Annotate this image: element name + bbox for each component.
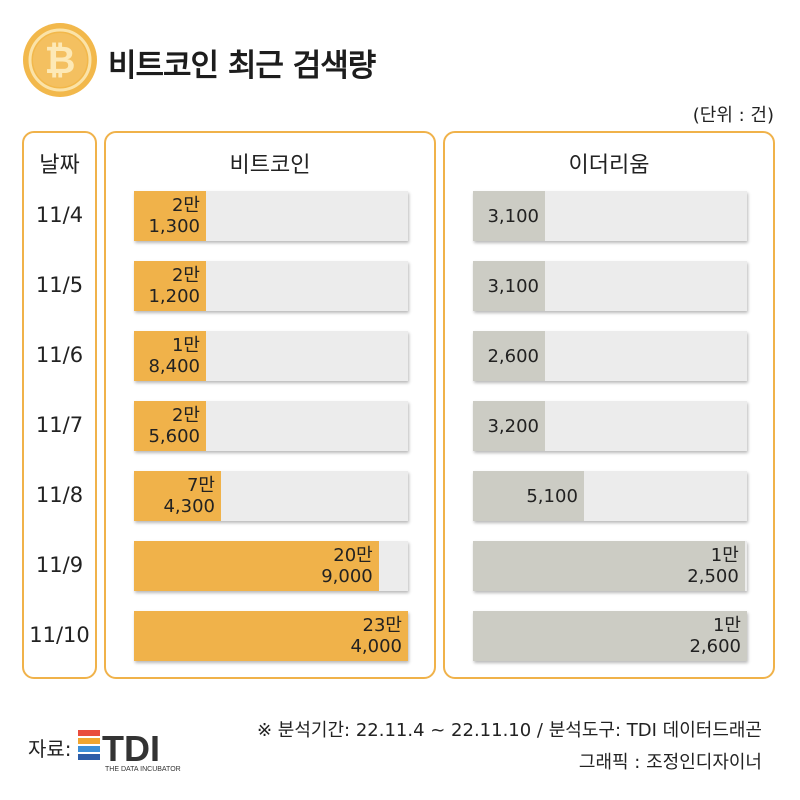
bar-value-line: 2만: [171, 195, 200, 216]
bar-value-line: 1,300: [148, 216, 200, 237]
bar-value-line: 2,600: [689, 636, 741, 657]
bar: 2만 1,300: [134, 191, 206, 241]
bar-value-label: 3,100: [487, 261, 539, 311]
bar-value-label: 3,100: [487, 191, 539, 241]
bar-value-line: 7만: [186, 475, 215, 496]
bar: 2만 5,600: [134, 401, 206, 451]
bar-value-line: 1만: [710, 545, 739, 566]
svg-text:₿: ₿: [45, 38, 76, 82]
ethereum-header: 이더리움: [568, 153, 650, 178]
date-label: 11/8: [35, 483, 84, 507]
bar-value-label: 2만 5,600: [148, 401, 200, 451]
bar-value-line: 9,000: [321, 566, 373, 587]
bar-value-line: 4,000: [350, 636, 402, 657]
bar-track: 3,200: [473, 401, 747, 451]
bar: 3,200: [473, 401, 545, 451]
bar-value-label: 7만 4,300: [163, 471, 215, 521]
bar: 1만 8,400: [134, 331, 206, 381]
bar-value-line: 2만: [171, 265, 200, 286]
bar: 2만 1,200: [134, 261, 206, 311]
bar-track: 7만 4,300: [134, 471, 408, 521]
bar-value-line: 3,200: [487, 415, 539, 437]
bar-value-label: 1만 2,600: [689, 611, 741, 661]
bar-track: 1만 2,600: [473, 611, 747, 661]
bar-track: 2만 1,300: [134, 191, 408, 241]
bar-value-line: 2,500: [687, 566, 739, 587]
date-label: 11/6: [35, 343, 84, 367]
bar-track: 3,100: [473, 261, 747, 311]
date-header: 날짜: [39, 153, 80, 178]
ethereum-panel: 이더리움 3,100 3,100 2,600 3,200 5,100 1만 2,500 1만 2…: [443, 131, 775, 679]
date-label: 11/10: [29, 623, 90, 647]
date-label: 11/4: [35, 203, 84, 227]
bar-value-line: 5,100: [526, 485, 578, 507]
bar-value-label: 5,100: [526, 471, 578, 521]
chart-title: 비트코인 최근 검색량: [108, 48, 376, 84]
bar-track: 1만 2,500: [473, 541, 747, 591]
bar-value-line: 2,600: [487, 345, 539, 367]
bar-track: 20만 9,000: [134, 541, 408, 591]
svg-text:TDI: TDI: [102, 728, 160, 769]
bar-value-line: 3,100: [487, 205, 539, 227]
bar: 5,100: [473, 471, 584, 521]
bar-value-line: 20만: [333, 545, 373, 566]
bar-value-line: 5,600: [148, 426, 200, 447]
bar-value-label: 1만 2,500: [687, 541, 739, 591]
date-label: 11/5: [35, 273, 84, 297]
bar-value-label: 2,600: [487, 331, 539, 381]
bar: 23만 4,000: [134, 611, 408, 661]
bar: 20만 9,000: [134, 541, 379, 591]
svg-text:THE DATA INCUBATOR: THE DATA INCUBATOR: [105, 766, 181, 773]
bitcoin-header: 비트코인: [229, 153, 311, 178]
bar-track: 1만 8,400: [134, 331, 408, 381]
bar-value-line: 1,200: [148, 286, 200, 307]
bar-value-line: 2만: [171, 405, 200, 426]
tdi-logo: TDI THE DATA INCUBATOR: [78, 728, 181, 773]
bar-value-label: 1만 8,400: [148, 331, 200, 381]
bar-value-label: 3,200: [487, 401, 539, 451]
bar: 1만 2,600: [473, 611, 747, 661]
bar-value-label: 2만 1,300: [148, 191, 200, 241]
graphic-credit: 그래픽 : 조정인디자이너: [578, 752, 762, 773]
bar: 3,100: [473, 191, 545, 241]
bar: 3,100: [473, 261, 545, 311]
bar-track: 2만 5,600: [134, 401, 408, 451]
bar-value-label: 20만 9,000: [321, 541, 373, 591]
unit-label: (단위 : 건): [692, 105, 774, 126]
bitcoin-coin-icon: ₿: [23, 23, 97, 97]
bar: 7만 4,300: [134, 471, 221, 521]
bar-value-line: 8,400: [148, 356, 200, 377]
bar-value-line: 1만: [171, 335, 200, 356]
bar-value-line: 3,100: [487, 275, 539, 297]
bar: 1만 2,500: [473, 541, 745, 591]
bar-track: 5,100: [473, 471, 747, 521]
bar-track: 2만 1,200: [134, 261, 408, 311]
bar-track: 3,100: [473, 191, 747, 241]
bar-value-line: 23만: [362, 615, 402, 636]
bar-track: 2,600: [473, 331, 747, 381]
bar-value-line: 1만: [712, 615, 741, 636]
bar-track: 23만 4,000: [134, 611, 408, 661]
date-label: 11/9: [35, 553, 84, 577]
bar-value-line: 4,300: [163, 496, 215, 517]
bar-value-label: 23만 4,000: [350, 611, 402, 661]
source-label: 자료:: [28, 737, 72, 761]
bitcoin-panel: 비트코인 2만 1,300 2만 1,200 1만 8,400 2만 5,600 7만 4,300…: [104, 131, 436, 679]
date-panel: 날짜 11/4 11/5 11/6 11/7 11/8 11/9 11/10: [22, 131, 97, 679]
bar-value-label: 2만 1,200: [148, 261, 200, 311]
footnote: ※ 분석기간: 22.11.4 ~ 22.11.10 / 분석도구: TDI 데…: [257, 715, 762, 779]
bar: 2,600: [473, 331, 545, 381]
analysis-note: ※ 분석기간: 22.11.4 ~ 22.11.10 / 분석도구: TDI 데…: [257, 720, 762, 741]
date-label: 11/7: [35, 413, 84, 437]
